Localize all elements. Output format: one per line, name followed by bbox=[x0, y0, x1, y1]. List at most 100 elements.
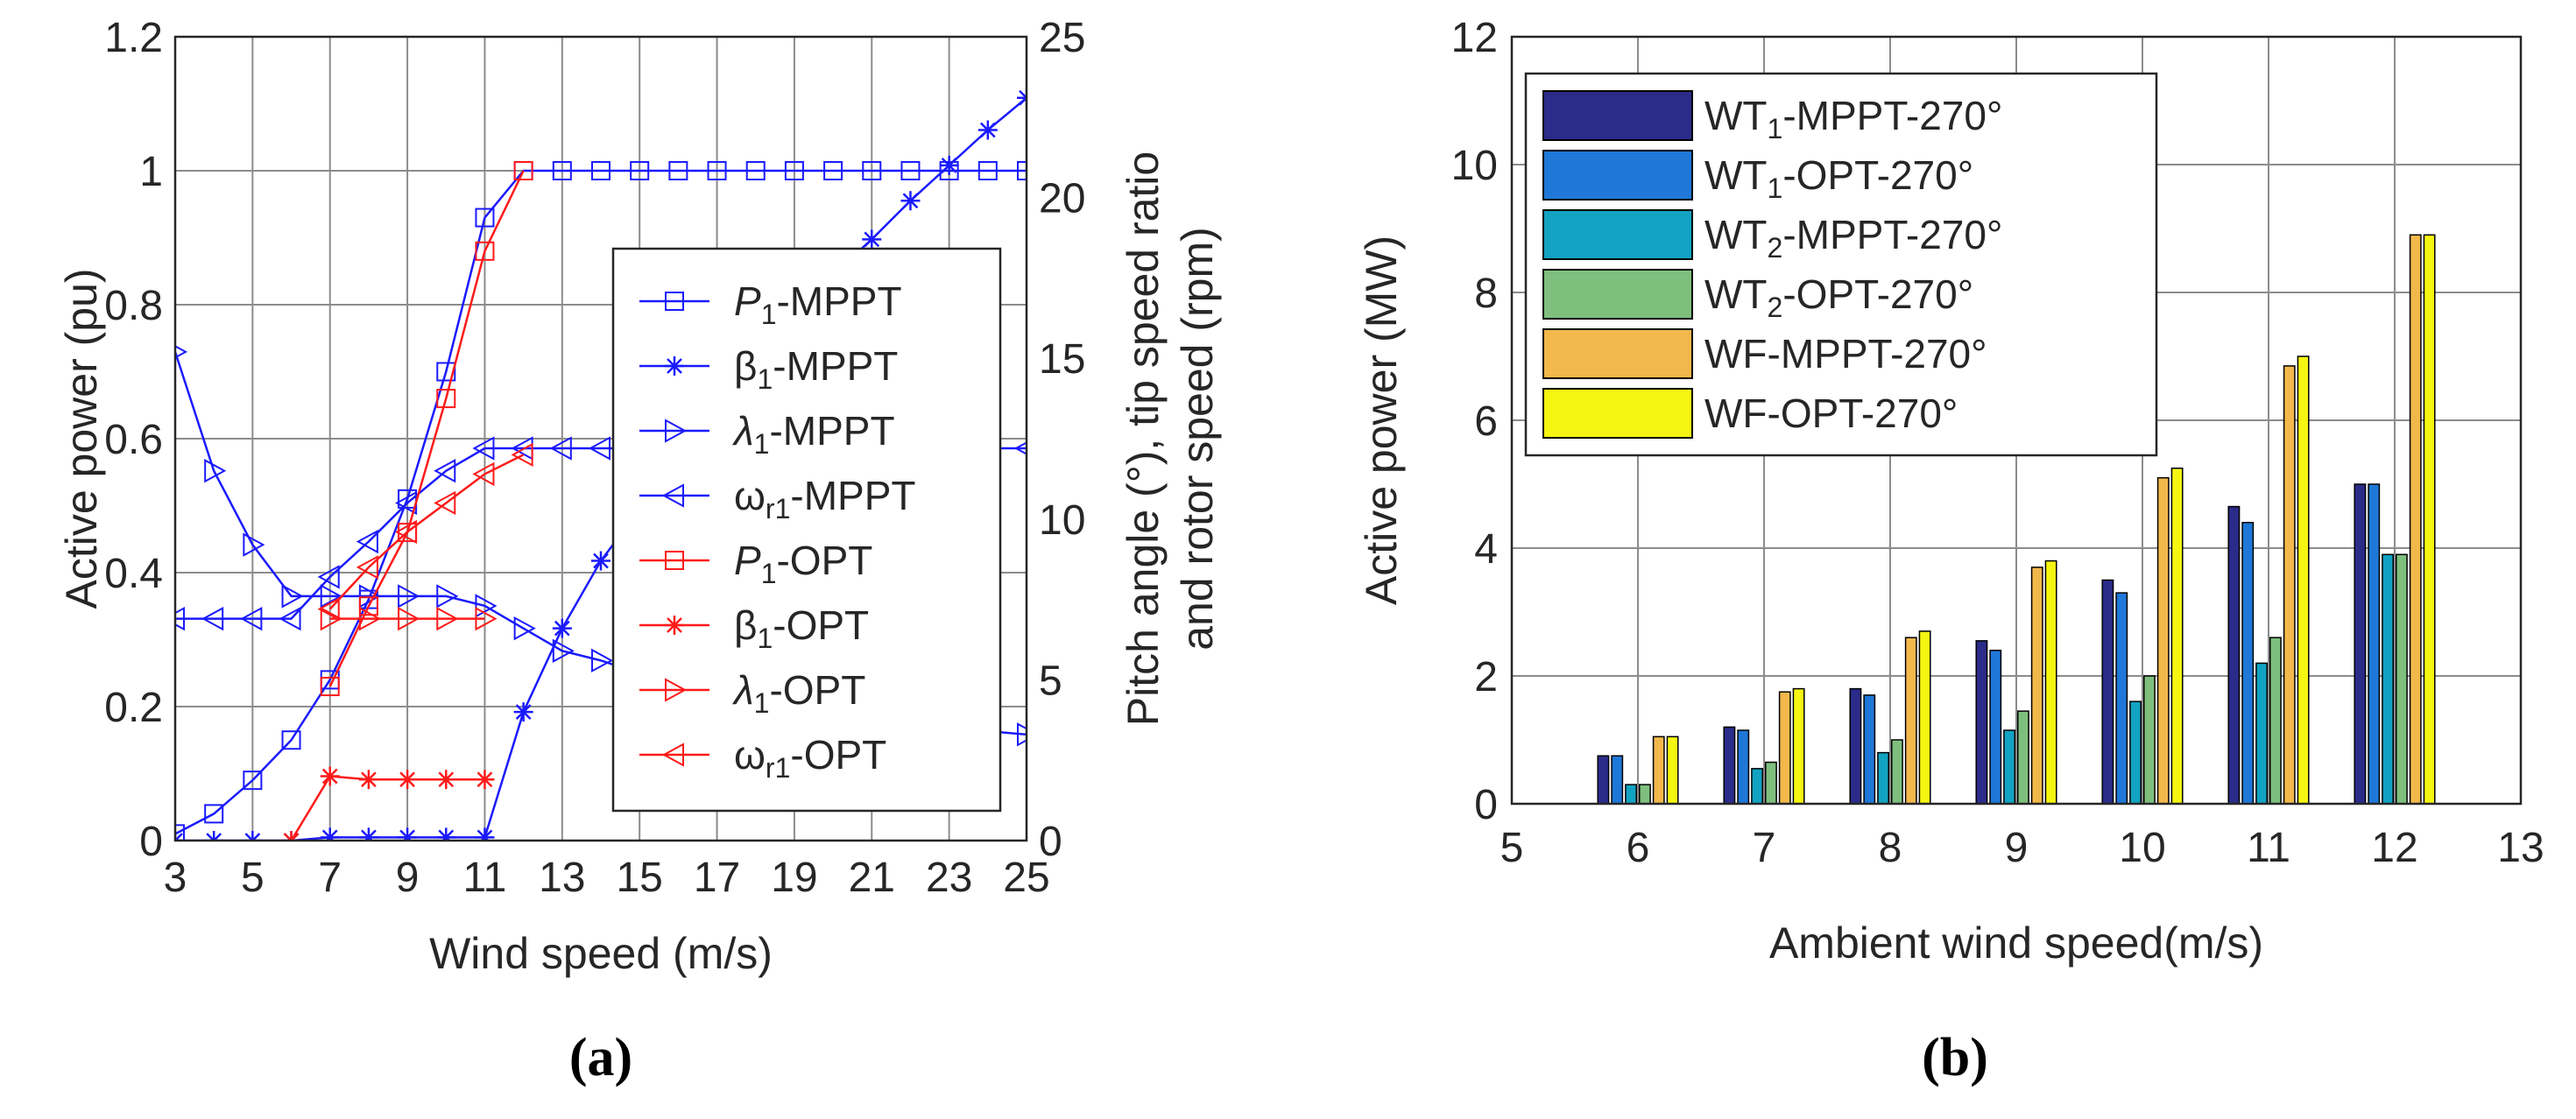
data-point-1-mppt bbox=[862, 229, 882, 250]
bar-wt1-mppt-270 bbox=[1723, 726, 1736, 805]
bar-wf-mppt-270 bbox=[1778, 691, 1791, 805]
data-point-p1-mppt bbox=[204, 804, 224, 824]
data-point-r1-opt bbox=[434, 490, 456, 516]
legend-swatch bbox=[1542, 150, 1693, 201]
data-point-1-mppt bbox=[243, 831, 263, 841]
chart-a-xtick-label: 11 bbox=[463, 855, 507, 901]
legend-swatch bbox=[1542, 388, 1693, 439]
legend-item-1-opt: β1-OPT bbox=[639, 602, 869, 654]
bar-wt1-opt-270 bbox=[1737, 729, 1750, 805]
data-point-1-mppt bbox=[320, 584, 342, 609]
chart-a-frame bbox=[173, 35, 1028, 842]
data-point-1-mppt bbox=[591, 551, 610, 571]
legend-marker bbox=[665, 616, 684, 635]
data-point-p1-mppt bbox=[823, 161, 843, 180]
data-point-1-mppt bbox=[436, 584, 459, 609]
bar-wt2-opt-270 bbox=[1890, 739, 1903, 805]
bar-wt2-opt-270 bbox=[2142, 675, 2156, 805]
legend-swatch bbox=[1542, 269, 1693, 320]
bar-wf-mppt-270 bbox=[2409, 234, 2422, 805]
data-point-p1-opt bbox=[358, 596, 378, 616]
chart-a-ylabel: Active power (pu) bbox=[57, 268, 106, 609]
legend-item-p1-mppt: P1-MPPT bbox=[639, 278, 902, 330]
chart-b-ticks: 5 6 7 8 9 10 11 12 13 0 2 4 6 8 10 12 bbox=[1451, 15, 2544, 871]
chart-a-y2tick-label: 10 bbox=[1039, 497, 1085, 544]
legend-label: λ1-MPPT bbox=[731, 408, 895, 460]
data-point-r1-mppt bbox=[279, 606, 301, 631]
chart-a-xtick-label: 9 bbox=[396, 855, 420, 901]
data-point-r1-mppt bbox=[472, 436, 495, 461]
data-point-r1-mppt bbox=[317, 565, 340, 589]
chart-b-xtick-label: 13 bbox=[2497, 825, 2544, 871]
data-point-1-mppt bbox=[358, 584, 381, 609]
data-point-r1-mppt bbox=[549, 436, 572, 461]
data-point-r1-mppt bbox=[356, 529, 378, 554]
bar-wt2-opt-270 bbox=[2395, 553, 2408, 805]
legend-marker bbox=[665, 551, 684, 570]
chart-a-xtick-label: 7 bbox=[318, 855, 342, 901]
chart-b-ylabel: Active power (MW) bbox=[1357, 236, 1406, 605]
chart-a-ytick-label: 0 bbox=[139, 819, 163, 865]
data-point-p1-opt bbox=[320, 677, 340, 697]
bar-wf-mppt-270 bbox=[1904, 637, 1917, 805]
bar-wf-opt-270 bbox=[1666, 735, 1679, 805]
chart-b-xlabel: Ambient wind speed(m/s) bbox=[1769, 918, 2263, 968]
chart-a-legend: P1-MPPT β1-MPPT λ1-MPPT ωr1-MPPT P1-OPT β1-OP… bbox=[611, 247, 1002, 813]
chart-a-xtick-label: 21 bbox=[849, 855, 895, 901]
data-point-1-opt bbox=[398, 770, 418, 790]
data-point-r1-opt bbox=[511, 442, 533, 468]
data-point-r1-mppt bbox=[201, 606, 224, 631]
series-line-p1-mppt bbox=[175, 169, 1027, 835]
bar-wt2-mppt-270 bbox=[2255, 662, 2269, 805]
data-point-p1-mppt bbox=[668, 161, 688, 180]
legend-swatch bbox=[1542, 90, 1693, 141]
data-point-p1-mppt bbox=[436, 362, 456, 382]
legend-item-wt2-mppt-270: WT2-MPPT-270° bbox=[1542, 209, 2002, 264]
bar-wt2-mppt-270 bbox=[2003, 729, 2016, 805]
data-point-1-opt bbox=[320, 766, 340, 786]
legend-item-p1-opt: P1-OPT bbox=[639, 538, 872, 589]
legend-label: P1-MPPT bbox=[734, 278, 902, 330]
chart-a-ticks: 3 5 7 9 11 13 15 17 19 21 23 2500.20.40.60.811.2051… bbox=[104, 15, 1085, 901]
data-point-1-mppt bbox=[204, 459, 227, 483]
bar-wt1-opt-270 bbox=[2115, 592, 2128, 805]
data-point-1-opt bbox=[358, 606, 381, 631]
legend-label: λ1-OPT bbox=[731, 667, 865, 719]
legend-marker bbox=[665, 292, 684, 311]
chart-a-ytick-label: 0.2 bbox=[104, 685, 163, 731]
chart-a-y2label-line1: Pitch angle (°), tip speed ratio bbox=[1119, 151, 1168, 726]
chart-a-y2tick-label: 20 bbox=[1039, 176, 1085, 222]
legend-marker bbox=[665, 356, 684, 376]
data-point-1-opt bbox=[475, 606, 498, 631]
chart-a-xlabel: Wind speed (m/s) bbox=[429, 929, 773, 978]
data-point-1-opt bbox=[436, 770, 456, 790]
legend-item-1-mppt: β1-MPPT bbox=[639, 343, 898, 395]
data-point-p1-mppt bbox=[630, 161, 650, 180]
bar-wt2-opt-270 bbox=[2016, 710, 2029, 805]
bar-wt1-mppt-270 bbox=[2101, 579, 2114, 805]
bar-wt2-mppt-270 bbox=[1625, 784, 1638, 805]
bar-wt2-mppt-270 bbox=[2382, 553, 2395, 805]
data-point-p1-mppt bbox=[175, 824, 185, 841]
data-point-p1-opt bbox=[436, 389, 456, 409]
data-point-1-mppt bbox=[1017, 88, 1027, 108]
data-point-1-mppt bbox=[204, 831, 224, 841]
legend-marker bbox=[665, 678, 688, 702]
bar-wt1-opt-270 bbox=[2241, 522, 2255, 805]
bar-wt1-opt-270 bbox=[1989, 650, 2002, 805]
data-point-1-mppt bbox=[281, 584, 304, 609]
data-point-p1-mppt bbox=[475, 208, 495, 228]
chart-b-xtick-label: 7 bbox=[1753, 825, 1776, 871]
chart-b-xtick-label: 10 bbox=[2119, 825, 2165, 871]
bar-wt1-mppt-270 bbox=[1849, 687, 1862, 805]
chart-a-panel-label: (a) bbox=[569, 1028, 632, 1087]
data-point-1-mppt bbox=[1017, 722, 1027, 747]
data-point-p1-mppt bbox=[977, 161, 998, 180]
legend-item-wt2-opt-270: WT2-OPT-270° bbox=[1542, 269, 1973, 323]
bar-wt1-opt-270 bbox=[1863, 694, 1876, 805]
chart-b-ytick-label: 2 bbox=[1474, 654, 1498, 700]
chart-a-xtick-label: 3 bbox=[164, 855, 187, 901]
chart-a-ytick-label: 1.2 bbox=[104, 15, 163, 61]
legend-label: WT1-OPT-270° bbox=[1704, 152, 1973, 204]
data-point-1-mppt bbox=[475, 827, 495, 841]
